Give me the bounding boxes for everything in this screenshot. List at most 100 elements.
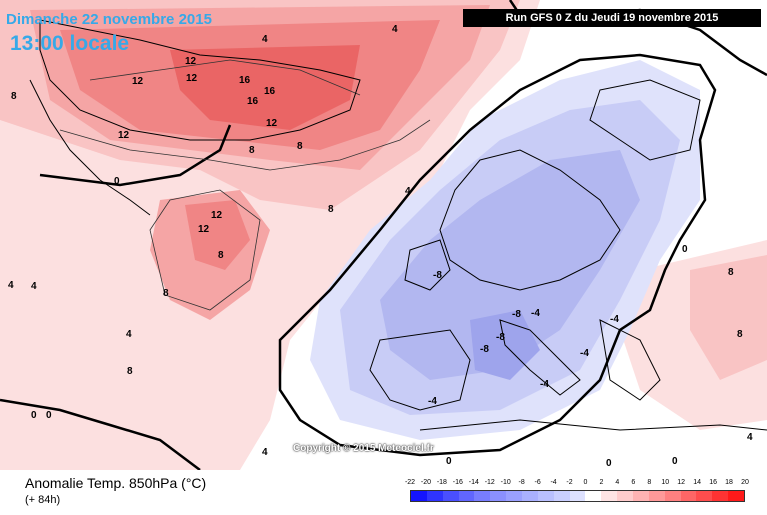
- contour-value-label: 4: [405, 186, 411, 197]
- legend-label: -12: [484, 479, 495, 486]
- legend-cell: [537, 491, 554, 501]
- legend-label: 4: [615, 479, 620, 486]
- contour-value-label: 16: [247, 96, 259, 107]
- legend-label: 2: [599, 479, 604, 486]
- legend-label: -4: [550, 479, 557, 486]
- contour-value-label: 4: [8, 280, 14, 291]
- legend-label: 20: [741, 479, 749, 486]
- contour-value-label: 8: [11, 91, 17, 102]
- legend-cell: [617, 491, 634, 501]
- greenland-coast: [39, 19, 361, 141]
- legend-label: 12: [677, 479, 686, 486]
- contour-value-label: 8: [163, 288, 169, 299]
- contour-value-label: 8: [249, 145, 255, 156]
- contour-value-label: 4: [392, 24, 398, 35]
- contour-value-label: 8: [127, 366, 133, 377]
- zero-contour-south: [0, 398, 201, 470]
- north-africa-coast: [419, 419, 767, 431]
- legend-label: -2: [566, 479, 573, 486]
- copyright-text: Copyright © 2015 Meteociel.fr: [293, 443, 434, 454]
- scandinavia-coast: [589, 79, 701, 161]
- legend-cell: [648, 491, 665, 501]
- legend-cell: [522, 491, 538, 501]
- contour-value-label: 0: [672, 456, 678, 467]
- model-run-banner: Run GFS 0 Z du Jeudi 19 novembre 2015: [463, 9, 761, 27]
- forecast-date: Dimanche 22 novembre 2015: [6, 11, 212, 28]
- warm-east-4: [690, 255, 767, 380]
- legend-cell: [696, 491, 713, 501]
- legend-cell: [680, 491, 697, 501]
- contour-value-label: 16: [264, 86, 276, 97]
- legend-cell: [458, 491, 475, 501]
- balkans-coast: [599, 319, 661, 401]
- contour-value-label: 8: [218, 250, 224, 261]
- warm-anomaly-16: [170, 45, 360, 130]
- legend-cell: [601, 491, 618, 501]
- legend-cell: [506, 491, 523, 501]
- legend-label: -16: [452, 479, 463, 486]
- contour-value-label: -8: [496, 332, 505, 343]
- central-europe-coast: [439, 149, 621, 291]
- contour-value-label: 8: [297, 141, 303, 152]
- contour-value-label: 0: [31, 410, 37, 421]
- legend-label: -8: [518, 479, 525, 486]
- contour-value-label: 12: [266, 118, 278, 129]
- contour-value-label: -4: [531, 308, 540, 319]
- contour-value-label: 0: [606, 458, 612, 469]
- contour-value-label: 12: [198, 224, 210, 235]
- color-scale-legend: [410, 490, 745, 502]
- contour-value-label: 12: [118, 130, 130, 141]
- legend-label: 18: [725, 479, 733, 486]
- legend-cell: [426, 491, 443, 501]
- legend-label: -20: [420, 479, 431, 486]
- legend-cell: [474, 491, 491, 501]
- contour-value-label: -4: [580, 348, 589, 359]
- contour-value-label: -8: [433, 270, 442, 281]
- contour-value-label: -4: [540, 379, 549, 390]
- italy-coast: [499, 319, 581, 396]
- contour-value-label: -8: [480, 344, 489, 355]
- legend-label: -14: [468, 479, 479, 486]
- parameter-title: Anomalie Temp. 850hPa (°C): [25, 475, 207, 491]
- legend-label: 0: [583, 479, 588, 486]
- contour-tongue: [149, 189, 261, 311]
- legend-label: -18: [436, 479, 447, 486]
- contour-value-label: 4: [126, 329, 132, 340]
- contour-value-label: 12: [211, 210, 223, 221]
- contour-value-label: 8: [728, 267, 734, 278]
- contour-value-label: -4: [428, 396, 437, 407]
- contour-8: [59, 119, 431, 171]
- contour-value-label: 0: [114, 176, 120, 187]
- legend-cell: [553, 491, 570, 501]
- contour-value-label: -4: [610, 314, 619, 325]
- legend-cell: [712, 491, 729, 501]
- contour-value-label: 8: [737, 329, 743, 340]
- contour-value-label: 12: [185, 56, 197, 67]
- contour-value-label: 16: [239, 75, 251, 86]
- legend-labels: -22 -20 -18 -16 -14 -12 -10 -8 -6 -4 -2 0 2 4 6 8 10 12 14…: [405, 479, 749, 489]
- contour-value-label: 0: [682, 244, 688, 255]
- legend-label: 6: [631, 479, 636, 486]
- legend-cell: [728, 491, 745, 501]
- legend-label: 10: [661, 479, 670, 486]
- contour-value-label: 4: [262, 447, 268, 458]
- legend-cell: [664, 491, 681, 501]
- contour-value-label: -8: [512, 309, 521, 320]
- contour-value-label: 4: [747, 432, 753, 443]
- legend-label: -6: [534, 479, 541, 486]
- forecast-time: 13:00 locale: [10, 32, 130, 55]
- warm-tongue-12: [185, 200, 250, 270]
- legend-cell: [585, 491, 602, 501]
- legend-label: 8: [647, 479, 652, 486]
- contour-value-label: 0: [446, 456, 452, 467]
- legend-cell: [569, 491, 586, 501]
- british-isles-coast: [404, 239, 451, 291]
- legend-label: 16: [709, 479, 717, 486]
- legend-cell: [442, 491, 459, 501]
- contour-value-label: 0: [46, 410, 52, 421]
- legend-label: -10: [500, 479, 511, 486]
- contour-12: [89, 59, 361, 96]
- forecast-hour: (+ 84h): [25, 494, 61, 506]
